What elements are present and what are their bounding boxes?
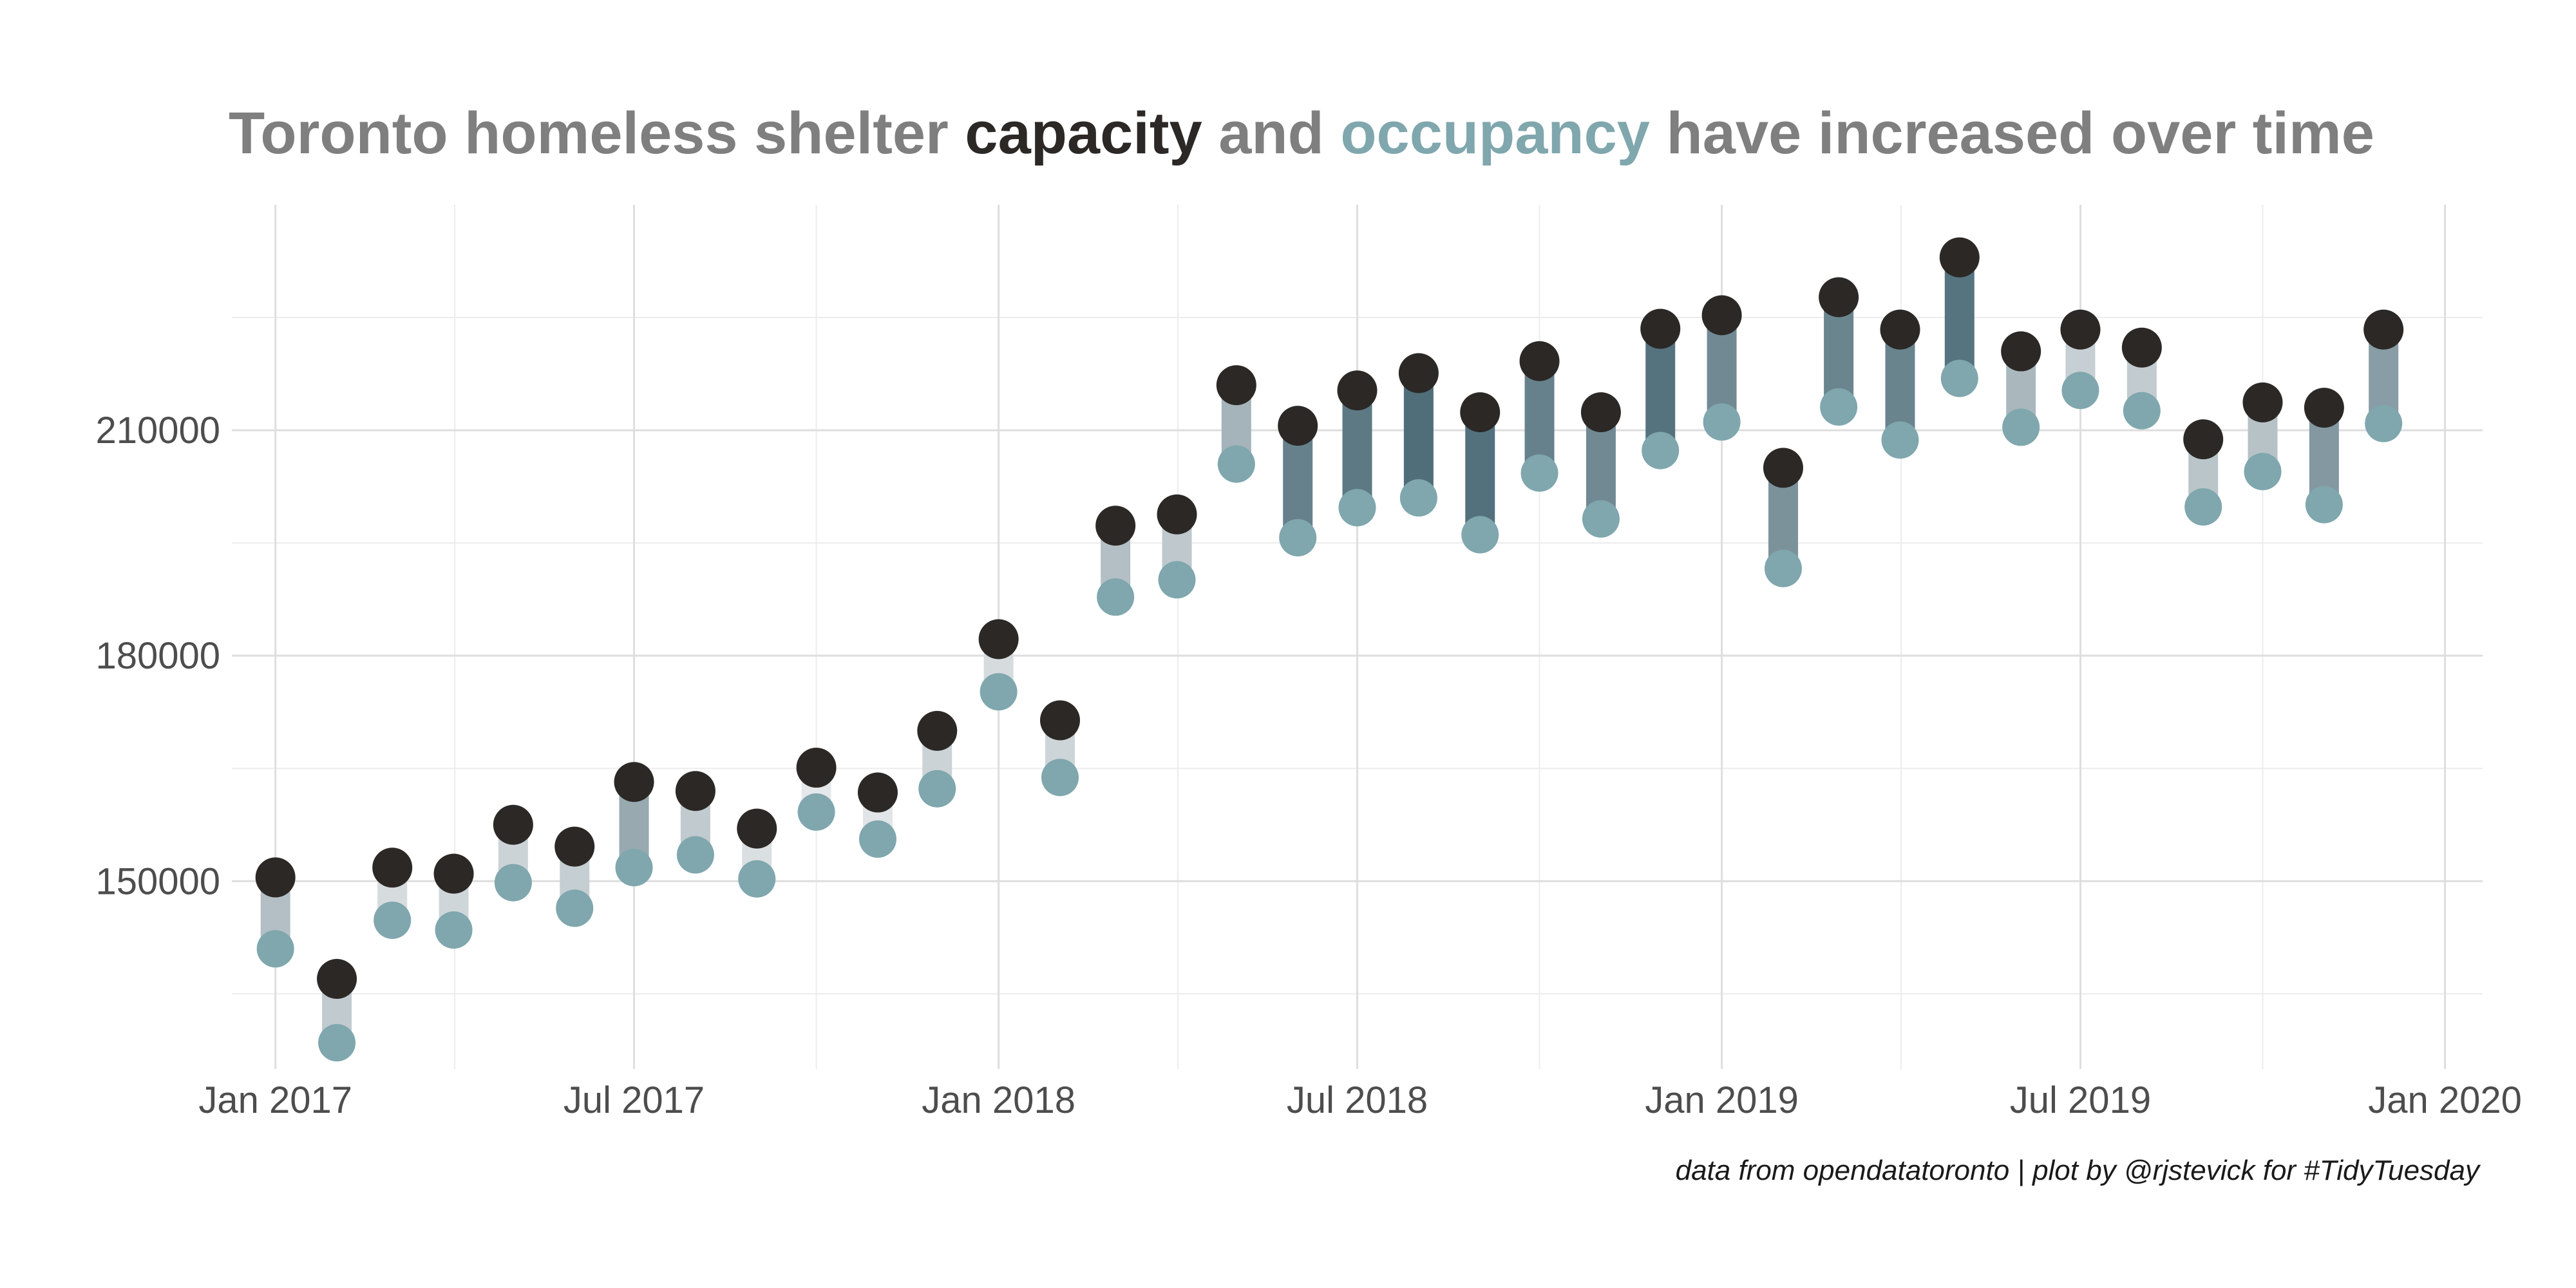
occupancy-point xyxy=(797,793,835,831)
x-tick-label: Jan 2018 xyxy=(922,1079,1075,1121)
capacity-point xyxy=(1640,308,1681,349)
occupancy-point xyxy=(738,860,776,898)
capacity-point xyxy=(857,772,898,813)
y-tick-label: 210000 xyxy=(95,410,220,451)
capacity-point xyxy=(614,762,654,802)
occupancy-point xyxy=(1338,489,1376,527)
occupancy-point xyxy=(494,864,532,902)
occupancy-point xyxy=(1940,359,1978,397)
occupancy-point xyxy=(256,930,294,968)
occupancy-points xyxy=(256,359,2403,1062)
x-tick-label: Jan 2017 xyxy=(198,1079,352,1121)
capacity-point xyxy=(675,771,715,811)
capacity-point xyxy=(554,826,595,867)
capacity-point xyxy=(1216,365,1256,406)
y-axis-tick-labels: 150000 180000 210000 xyxy=(95,410,220,902)
occupancy-point xyxy=(2365,404,2403,442)
occupancy-point xyxy=(1582,500,1620,538)
capacity-points xyxy=(255,237,2404,999)
occupancy-point xyxy=(1461,516,1499,554)
title-part-1: Toronto homeless shelter xyxy=(229,100,965,166)
chart-title: Toronto homeless shelter capacity and oc… xyxy=(229,100,2374,166)
capacity-point xyxy=(2242,382,2283,422)
occupancy-point xyxy=(918,770,956,808)
occupancy-point xyxy=(615,849,653,887)
occupancy-point xyxy=(676,836,714,874)
occupancy-point xyxy=(2002,408,2040,446)
capacity-point xyxy=(1519,341,1560,381)
title-part-3: and xyxy=(1202,100,1341,166)
capacity-point xyxy=(1939,237,1980,278)
capacity-point xyxy=(1337,370,1378,411)
capacity-point xyxy=(737,808,777,849)
x-axis-tick-labels: Jan 2017 Jul 2017 Jan 2018 Jul 2018 Jan 2019… xyxy=(198,1079,2522,1121)
x-tick-label: Jan 2019 xyxy=(1645,1079,1799,1121)
occupancy-point xyxy=(2244,453,2282,491)
x-tick-label: Jul 2018 xyxy=(1287,1079,1428,1121)
occupancy-point xyxy=(2123,392,2161,430)
x-tick-label: Jul 2017 xyxy=(564,1079,705,1121)
occupancy-point xyxy=(2061,372,2099,410)
capacity-point xyxy=(1278,406,1318,446)
occupancy-point xyxy=(1642,431,1680,469)
occupancy-point xyxy=(1820,388,1858,426)
occupancy-point xyxy=(1703,403,1741,441)
capacity-point xyxy=(493,804,533,845)
occupancy-point xyxy=(318,1024,356,1062)
capacity-point xyxy=(796,748,837,788)
occupancy-point xyxy=(1158,561,1196,599)
occupancy-point xyxy=(556,889,594,927)
occupancy-point xyxy=(1217,445,1255,483)
occupancy-point xyxy=(435,911,473,949)
capacity-point xyxy=(372,848,413,888)
capacity-point xyxy=(1095,506,1136,546)
occupancy-point xyxy=(1764,549,1802,587)
capacity-point xyxy=(1880,309,1920,350)
y-tick-label: 180000 xyxy=(95,635,220,677)
title-part-5: have increased over time xyxy=(1650,100,2374,166)
capacity-point xyxy=(317,958,357,999)
occupancy-point xyxy=(1881,421,1919,459)
capacity-point xyxy=(1398,353,1439,393)
capacity-point xyxy=(1460,392,1501,433)
capacity-point xyxy=(2001,331,2041,372)
capacity-point xyxy=(1157,494,1197,535)
occupancy-point xyxy=(980,673,1018,711)
x-tick-label: Jan 2020 xyxy=(2368,1079,2522,1121)
capacity-point xyxy=(433,853,474,894)
capacity-point xyxy=(2183,419,2224,460)
capacity-point xyxy=(255,857,296,898)
occupancy-point xyxy=(1399,479,1437,517)
x-tick-label: Jul 2019 xyxy=(2010,1079,2151,1121)
capacity-point xyxy=(2121,327,2162,368)
title-capacity-word: capacity xyxy=(965,100,1202,166)
capacity-point xyxy=(2060,309,2101,350)
capacity-point xyxy=(1580,392,1621,433)
capacity-point xyxy=(1819,277,1859,317)
capacity-point xyxy=(1701,295,1742,336)
occupancy-point xyxy=(374,901,412,939)
capacity-point xyxy=(1763,448,1803,488)
capacity-point xyxy=(978,619,1019,659)
y-tick-label: 150000 xyxy=(95,860,220,902)
occupancy-point xyxy=(2305,486,2343,524)
occupancy-point xyxy=(1041,759,1079,797)
chart-caption: data from opendatatoronto | plot by @rjs… xyxy=(1676,1155,2481,1186)
occupancy-point xyxy=(1520,454,1558,492)
capacity-point xyxy=(2363,309,2404,350)
occupancy-point xyxy=(1097,578,1135,616)
occupancy-point xyxy=(858,820,896,858)
title-occupancy-word: occupancy xyxy=(1340,100,1650,166)
occupancy-point xyxy=(2184,488,2222,526)
dumbbell-segments xyxy=(260,257,2399,1043)
capacity-point xyxy=(1040,700,1081,741)
occupancy-point xyxy=(1279,518,1317,556)
capacity-point xyxy=(917,710,958,751)
capacity-point xyxy=(2304,388,2344,428)
